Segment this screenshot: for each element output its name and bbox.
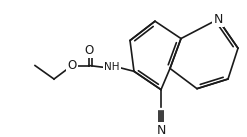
Text: NH: NH [104, 62, 120, 72]
Text: N: N [213, 13, 223, 26]
Text: O: O [84, 44, 94, 57]
Text: N: N [156, 124, 166, 137]
Text: O: O [67, 59, 77, 72]
